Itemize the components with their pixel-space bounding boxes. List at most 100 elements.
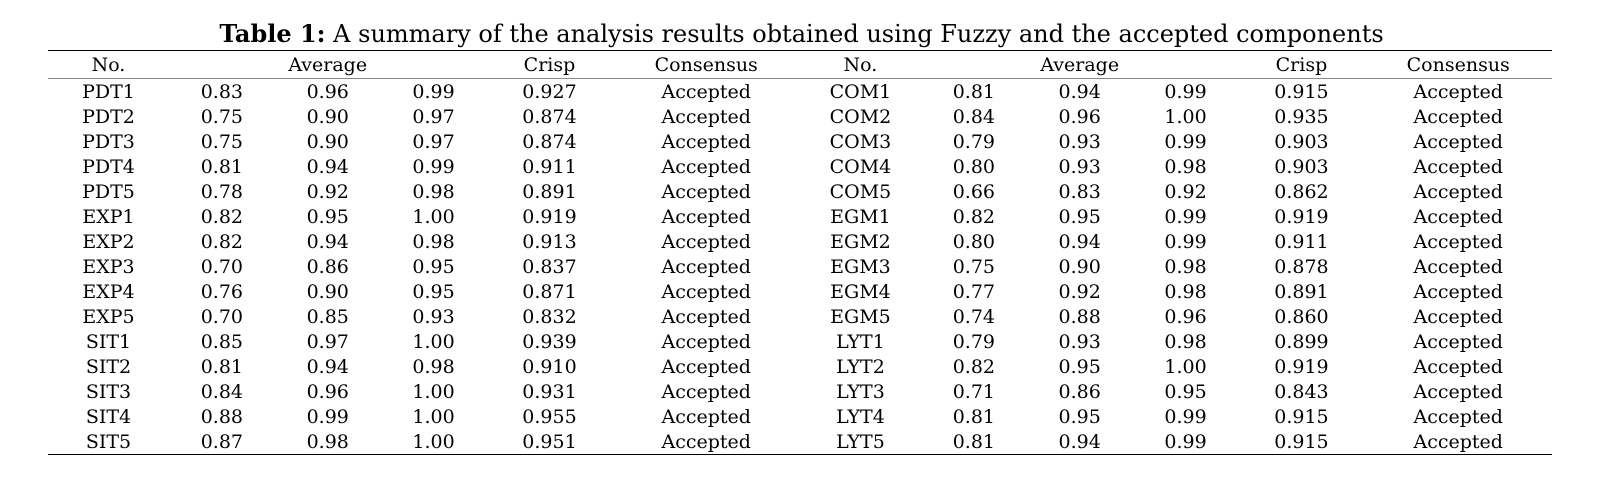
average-high-right: 0.99 [1164, 430, 1207, 453]
crisp-value-right: 0.862 [1274, 180, 1329, 203]
crisp-value-left: 0.874 [522, 105, 577, 128]
average-low-left: 0.82 [200, 230, 244, 253]
crisp-value-left: 0.919 [522, 205, 577, 228]
component-id-right: LYT2 [836, 355, 885, 378]
average-mid-right: 0.93 [1058, 330, 1101, 353]
table-row: EXP5 0.70 0.85 0.93 0.832 Accepted EGM5 0.74 0.8… [48, 304, 1552, 329]
average-high-left: 0.99 [412, 80, 455, 103]
crisp-value-right: 0.899 [1274, 330, 1329, 353]
consensus-status-left: Accepted [661, 155, 751, 178]
table-row: PDT5 0.78 0.92 0.98 0.891 Accepted COM5 0.66 0.8… [48, 179, 1552, 204]
component-id-left: SIT5 [85, 430, 132, 453]
component-id-left: EXP1 [82, 205, 135, 228]
consensus-status-right: Accepted [1413, 430, 1503, 453]
average-low-right: 0.71 [952, 380, 995, 403]
average-mid-left: 0.90 [306, 280, 349, 303]
component-id-right: LYT1 [836, 330, 885, 353]
average-high-right: 0.98 [1164, 155, 1207, 178]
average-low-left: 0.81 [200, 155, 244, 178]
component-id-left: EXP4 [82, 280, 135, 303]
average-mid-left: 0.92 [306, 180, 349, 203]
consensus-status-right: Accepted [1413, 180, 1503, 203]
average-low-right: 0.81 [952, 80, 995, 103]
table-row: EXP2 0.82 0.94 0.98 0.913 Accepted EGM2 0.80 0.9… [48, 229, 1552, 254]
average-low-left: 0.88 [200, 405, 244, 428]
crisp-value-right: 0.843 [1274, 380, 1329, 403]
crisp-value-left: 0.891 [522, 180, 577, 203]
average-high-left: 1.00 [412, 330, 455, 353]
average-high-left: 1.00 [412, 205, 455, 228]
crisp-value-left: 0.939 [522, 330, 577, 353]
header-no-left: No. [91, 53, 126, 76]
average-high-left: 0.93 [412, 305, 455, 328]
crisp-value-left: 0.871 [522, 280, 577, 303]
average-low-right: 0.82 [952, 355, 995, 378]
crisp-value-right: 0.919 [1274, 355, 1329, 378]
table-row: EXP1 0.82 0.95 1.00 0.919 Accepted EGM1 0.82 0.9… [48, 204, 1552, 229]
average-mid-right: 0.95 [1058, 355, 1101, 378]
average-high-left: 1.00 [412, 430, 455, 453]
average-mid-left: 0.85 [306, 305, 349, 328]
average-high-right: 0.92 [1164, 180, 1207, 203]
average-high-right: 1.00 [1164, 105, 1207, 128]
component-id-right: COM5 [829, 180, 892, 203]
average-mid-right: 0.95 [1058, 405, 1101, 428]
average-low-right: 0.75 [952, 255, 995, 278]
component-id-right: EGM1 [830, 205, 891, 228]
crisp-value-right: 0.911 [1274, 230, 1329, 253]
average-mid-right: 0.94 [1058, 430, 1101, 453]
component-id-left: SIT4 [85, 405, 132, 428]
average-mid-right: 0.86 [1058, 380, 1101, 403]
consensus-status-right: Accepted [1413, 230, 1503, 253]
average-mid-right: 0.88 [1058, 305, 1101, 328]
component-id-right: EGM2 [830, 230, 891, 253]
average-low-right: 0.79 [952, 330, 995, 353]
average-high-right: 0.99 [1164, 230, 1207, 253]
average-mid-left: 0.96 [306, 380, 349, 403]
consensus-status-left: Accepted [661, 180, 751, 203]
table-row: PDT3 0.75 0.90 0.97 0.874 Accepted COM3 0.79 0.9… [48, 129, 1552, 154]
average-mid-right: 0.93 [1058, 155, 1101, 178]
average-high-right: 0.99 [1164, 205, 1207, 228]
component-id-right: LYT5 [836, 430, 885, 453]
header-average-left: Average [288, 53, 368, 76]
average-mid-right: 0.94 [1058, 80, 1101, 103]
component-id-right: COM1 [829, 80, 892, 103]
crisp-value-right: 0.915 [1274, 80, 1329, 103]
consensus-status-right: Accepted [1413, 80, 1503, 103]
average-mid-left: 0.86 [306, 255, 349, 278]
table-body: PDT1 0.83 0.96 0.99 0.927 Accepted COM1 0.81 0.9… [48, 79, 1552, 455]
component-id-right: LYT4 [836, 405, 885, 428]
component-id-left: EXP3 [82, 255, 135, 278]
consensus-status-left: Accepted [661, 380, 751, 403]
average-low-right: 0.80 [952, 155, 995, 178]
consensus-status-right: Accepted [1413, 305, 1503, 328]
consensus-status-left: Accepted [661, 130, 751, 153]
component-id-left: PDT3 [82, 130, 135, 153]
header-crisp-left: Crisp [523, 53, 576, 76]
average-low-left: 0.70 [200, 305, 244, 328]
crisp-value-left: 0.837 [522, 255, 577, 278]
crisp-value-right: 0.891 [1274, 280, 1329, 303]
average-high-left: 1.00 [412, 380, 455, 403]
average-mid-left: 0.95 [306, 205, 349, 228]
average-low-left: 0.75 [200, 130, 244, 153]
average-mid-right: 0.96 [1058, 105, 1101, 128]
average-high-left: 0.99 [412, 155, 455, 178]
consensus-status-left: Accepted [661, 405, 751, 428]
header-consensus-right: Consensus [1406, 53, 1510, 76]
average-low-right: 0.84 [952, 105, 995, 128]
average-low-left: 0.81 [200, 355, 244, 378]
average-high-left: 0.98 [412, 230, 455, 253]
crisp-value-left: 0.951 [522, 430, 577, 453]
average-low-right: 0.74 [952, 305, 995, 328]
consensus-status-left: Accepted [661, 80, 751, 103]
average-mid-right: 0.92 [1058, 280, 1101, 303]
average-high-right: 0.95 [1164, 380, 1207, 403]
average-high-right: 0.98 [1164, 255, 1207, 278]
average-low-left: 0.70 [200, 255, 244, 278]
average-low-left: 0.76 [200, 280, 244, 303]
consensus-status-right: Accepted [1413, 280, 1503, 303]
component-id-right: COM4 [829, 155, 892, 178]
component-id-right: EGM3 [830, 255, 891, 278]
